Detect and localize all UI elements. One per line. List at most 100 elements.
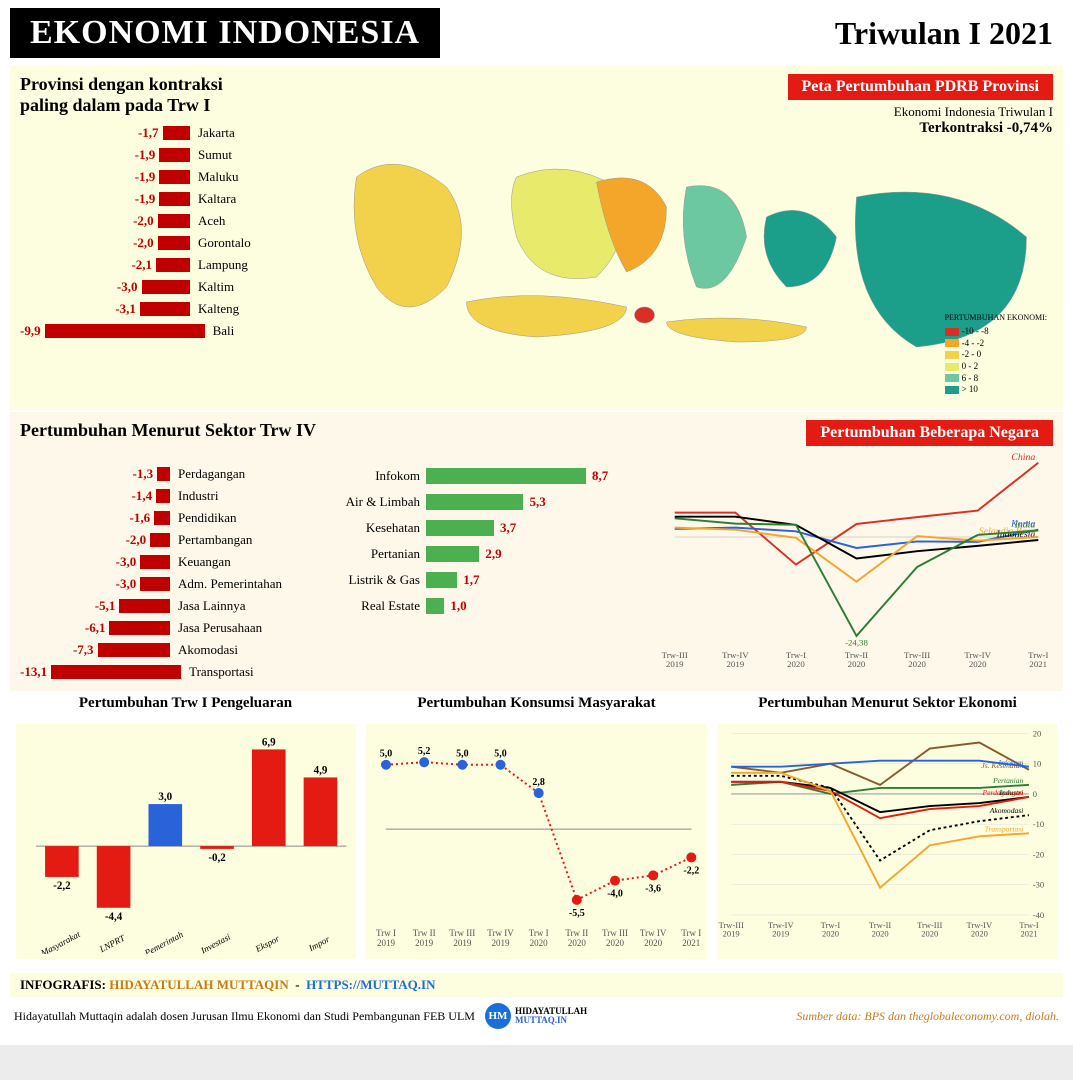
svg-text:2019: 2019 xyxy=(772,929,789,939)
svg-text:2019: 2019 xyxy=(666,659,684,669)
svg-text:2020: 2020 xyxy=(921,929,938,939)
konsumsi-title: Pertumbuhan Konsumsi Masyarakat xyxy=(361,691,712,716)
sektor-neg-bars: -1,3Perdagangan-1,4Industri-1,6Pendidika… xyxy=(20,463,310,683)
legend-item: 0 - 2 xyxy=(945,361,1047,373)
svg-text:-5,5: -5,5 xyxy=(569,908,585,919)
svg-text:2020: 2020 xyxy=(871,929,888,939)
svg-text:2020: 2020 xyxy=(848,659,866,669)
konsumsi-chart-box: 5,05,25,05,02,8-5,5-4,0-3,6-2,2Trw I2019… xyxy=(366,724,706,959)
svg-text:Trw IV: Trw IV xyxy=(488,928,515,938)
svg-text:6,9: 6,9 xyxy=(262,736,276,748)
sektor-neg-row: -7,3Akomodasi xyxy=(20,639,310,661)
svg-text:-2,2: -2,2 xyxy=(684,865,700,876)
svg-text:4,9: 4,9 xyxy=(314,764,328,776)
svg-text:5,0: 5,0 xyxy=(456,749,469,760)
sektor-neg-row: -3,0Adm. Pemerintahan xyxy=(20,573,310,595)
page-title-right: Triwulan I 2021 xyxy=(835,15,1063,52)
svg-text:2020: 2020 xyxy=(606,938,625,948)
svg-text:-2,2: -2,2 xyxy=(53,880,71,892)
map-legend: PERTUMBUHAN EKONOMI: -10 - -8-4 - -2-2 -… xyxy=(945,313,1047,396)
footer-bottom: Hidayatullah Muttaqin adalah dosen Jurus… xyxy=(10,997,1063,1035)
svg-text:Trw II: Trw II xyxy=(566,928,589,938)
svg-text:Perdagangan: Perdagangan xyxy=(981,788,1023,797)
province-bar-row: -1,9Kaltara xyxy=(20,188,320,210)
hm-badge: HM HIDAYATULLAH MUTTAQ.IN xyxy=(485,1003,587,1029)
sektor-ekonomi-title: Pertumbuhan Menurut Sektor Ekonomi xyxy=(712,691,1063,716)
svg-text:Trw I: Trw I xyxy=(376,928,396,938)
province-bar-row: -1,9Sumut xyxy=(20,144,320,166)
provinces-bars: -1,7Jakarta-1,9Sumut-1,9Maluku-1,9Kaltar… xyxy=(20,122,320,342)
map-subtitle1: Ekonomi Indonesia Triwulan I xyxy=(320,104,1053,120)
sektor-pos-bars: Infokom8,7Air & Limbah5,3Kesehatan3,7Per… xyxy=(330,463,660,683)
sektor-neg-row: -2,0Pertambangan xyxy=(20,529,310,551)
svg-text:2020: 2020 xyxy=(644,938,663,948)
legend-item: 6 - 8 xyxy=(945,373,1047,385)
header: EKONOMI INDONESIA Triwulan I 2021 xyxy=(10,8,1063,58)
province-bar-row: -2,1Lampung xyxy=(20,254,320,276)
sektor-neg-row: -3,0Keuangan xyxy=(20,551,310,573)
provinces-heading: Provinsi dengan kontraksi paling dalam p… xyxy=(20,74,320,116)
row-provinces-map: Provinsi dengan kontraksi paling dalam p… xyxy=(10,66,1063,410)
province-bar-row: -9,9Bali xyxy=(20,320,320,342)
sektor-pos-row: Real Estate1,0 xyxy=(330,593,660,619)
province-bar-row: -1,9Maluku xyxy=(20,166,320,188)
footer-author: HIDAYATULLAH MUTTAQIN xyxy=(109,977,289,992)
sektor-neg-row: -6,1Jasa Perusahaan xyxy=(20,617,310,639)
footer-url[interactable]: HTTPS://MUTTAQ.IN xyxy=(306,977,435,992)
svg-text:-4,0: -4,0 xyxy=(607,889,623,900)
hm-icon: HM xyxy=(485,1003,511,1029)
sektor-pos-row: Infokom8,7 xyxy=(330,463,660,489)
map-banner: Peta Pertumbuhan PDRB Provinsi xyxy=(788,74,1053,100)
svg-text:2019: 2019 xyxy=(492,938,511,948)
svg-text:5,0: 5,0 xyxy=(380,749,393,760)
svg-text:Trw III: Trw III xyxy=(602,928,628,938)
legend-item: -10 - -8 xyxy=(945,326,1047,338)
svg-text:Infokom: Infokom xyxy=(997,758,1023,767)
svg-text:5,2: 5,2 xyxy=(418,746,431,757)
footer-source: Sumber data: BPS dan theglobaleconomy.co… xyxy=(796,1009,1059,1024)
legend-title: PERTUMBUHAN EKONOMI: xyxy=(945,313,1047,323)
svg-text:2020: 2020 xyxy=(970,929,987,939)
svg-text:2019: 2019 xyxy=(727,659,745,669)
indonesia-map xyxy=(320,137,1053,397)
pengeluaran-chart: -2,2Masyarakat-4,4LNPRT3,0Pemerintah-0,2… xyxy=(16,724,356,954)
svg-text:2,8: 2,8 xyxy=(533,777,546,788)
sektor-neg-row: -1,4Industri xyxy=(20,485,310,507)
konsumsi-chart: 5,05,25,05,02,8-5,5-4,0-3,6-2,2Trw I2019… xyxy=(366,724,706,954)
sektor-pos-row: Kesehatan3,7 xyxy=(330,515,660,541)
svg-text:2019: 2019 xyxy=(416,938,435,948)
bottom-charts: -2,2Masyarakat-4,4LNPRT3,0Pemerintah-0,2… xyxy=(10,716,1063,967)
svg-text:Trw II: Trw II xyxy=(413,928,436,938)
svg-text:2020: 2020 xyxy=(787,659,805,669)
svg-text:2019: 2019 xyxy=(377,938,396,948)
footer-infografis: INFOGRAFIS: HIDAYATULLAH MUTTAQIN - HTTP… xyxy=(10,973,1063,997)
legend-item: -2 - 0 xyxy=(945,349,1047,361)
footer-bio: Hidayatullah Muttaqin adalah dosen Jurus… xyxy=(14,1009,475,1024)
svg-text:20: 20 xyxy=(1032,728,1041,738)
svg-text:2020: 2020 xyxy=(568,938,587,948)
sektor-ekonomi-chart-box: -40-30-20-1001020Js. KesehatanInfokomPer… xyxy=(717,724,1057,959)
svg-text:2020: 2020 xyxy=(908,659,926,669)
svg-text:Trw I: Trw I xyxy=(529,928,549,938)
svg-text:Pertanian: Pertanian xyxy=(992,776,1023,785)
svg-text:3,0: 3,0 xyxy=(158,791,172,803)
sektor-heading: Pertumbuhan Menurut Sektor Trw IV xyxy=(20,420,660,441)
sektor-pos-row: Air & Limbah5,3 xyxy=(330,489,660,515)
svg-text:Akomodasi: Akomodasi xyxy=(988,806,1023,815)
sektor-pos-row: Listrik & Gas1,7 xyxy=(330,567,660,593)
svg-text:-0,2: -0,2 xyxy=(208,852,226,864)
infografis-label: INFOGRAFIS: xyxy=(20,977,106,992)
province-bar-row: -3,0Kaltim xyxy=(20,276,320,298)
province-bar-row: -2,0Aceh xyxy=(20,210,320,232)
svg-text:Trw III: Trw III xyxy=(450,928,476,938)
map-subtitle2: Terkontraksi -0,74% xyxy=(320,120,1053,137)
svg-text:2019: 2019 xyxy=(454,938,473,948)
pengeluaran-chart-box: -2,2Masyarakat-4,4LNPRT3,0Pemerintah-0,2… xyxy=(16,724,356,959)
badge-bot: MUTTAQ.IN xyxy=(515,1016,587,1025)
svg-text:-24,38: -24,38 xyxy=(845,638,868,648)
legend-item: > 10 xyxy=(945,384,1047,396)
sektor-pos-row: Pertanian2,9 xyxy=(330,541,660,567)
svg-text:Transportasi: Transportasi xyxy=(984,824,1023,833)
svg-text:India: India xyxy=(1014,520,1036,531)
page-title-black: EKONOMI INDONESIA xyxy=(10,8,440,58)
